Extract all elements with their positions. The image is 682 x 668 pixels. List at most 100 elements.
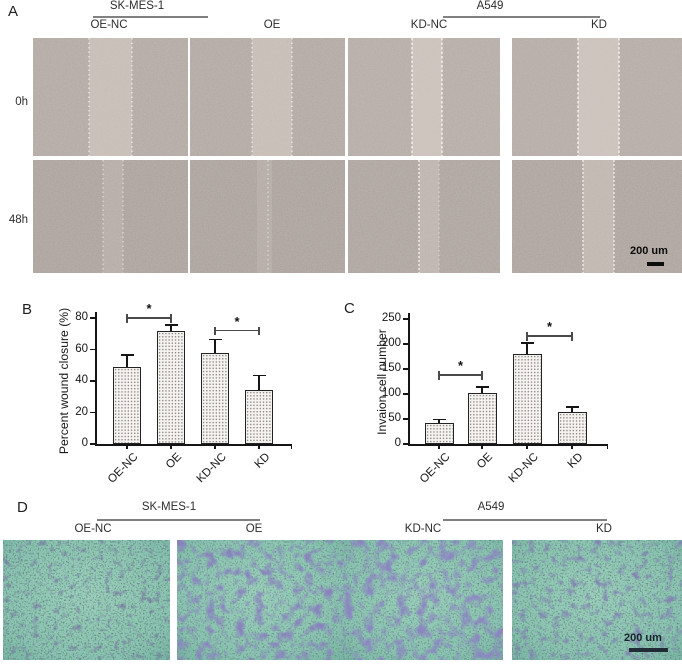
- panel-label-c: C: [344, 300, 355, 317]
- micrograph-a-0h-kd: [512, 38, 682, 156]
- header-underline-sk-a: [93, 16, 208, 18]
- error-bar-line: [571, 407, 573, 412]
- condition-label-d-kd: KD: [596, 523, 612, 535]
- significance-asterisk: *: [457, 358, 464, 373]
- error-bar-line: [258, 376, 260, 391]
- significance-bracket-end: [170, 314, 172, 323]
- x-axis: [95, 444, 292, 446]
- condition-label-a-kd-nc: KD-NC: [410, 19, 448, 31]
- significance-bracket-end: [126, 314, 128, 323]
- micrograph-d-oe: [177, 540, 343, 660]
- y-tick-label: 0: [394, 437, 401, 449]
- y-tick-label: 100: [381, 387, 401, 399]
- cell-line-label-a549-a: A549: [476, 0, 504, 12]
- micrograph-a-48h-oe: [190, 160, 345, 273]
- wound-closure-chart: 0 20 40 60 80 OE-NC OE KD-NC KD * * Percent wound c…: [0, 295, 330, 495]
- error-bar-line: [214, 340, 216, 353]
- micrograph-a-0h-oe: [190, 38, 345, 156]
- micrograph-a-48h-oe-nc: [33, 160, 188, 273]
- category-label: KD: [565, 451, 586, 471]
- error-bar-line: [438, 420, 440, 423]
- y-tick-label: 80: [75, 311, 88, 323]
- significance-bracket-end: [526, 332, 528, 341]
- y-tick: [403, 443, 409, 445]
- category-label: OE: [164, 451, 185, 472]
- error-bar-cap: [475, 386, 489, 388]
- header-underline-sk-d: [97, 519, 260, 521]
- x-tick: [126, 445, 128, 450]
- scale-bar-label-d: 200 um: [624, 632, 662, 644]
- y-axis-title: Percent wound closure (%): [57, 307, 71, 455]
- significance-asterisk: *: [546, 319, 553, 334]
- error-bar-cap: [432, 418, 446, 420]
- condition-label-a-oe: OE: [263, 19, 281, 31]
- cell-line-label-sk-mes-1-d: SK-MES-1: [141, 501, 197, 513]
- y-axis-title: Invaion cell number: [375, 328, 389, 435]
- y-tick-label: 0: [81, 437, 88, 449]
- y-tick: [90, 443, 96, 445]
- scale-bar-label-a: 200 um: [630, 245, 668, 257]
- micrograph-d-kd-nc: [343, 540, 503, 660]
- significance-bracket-end: [481, 371, 483, 380]
- y-tick-label: 50: [388, 412, 401, 424]
- y-tick: [403, 368, 409, 370]
- panel-label-d: D: [17, 499, 28, 516]
- x-axis-end-tick: [290, 445, 292, 450]
- x-tick: [438, 445, 440, 450]
- micrograph-d-oe-nc: [3, 540, 170, 660]
- y-tick-label: 150: [381, 362, 401, 374]
- scale-bar-a: [647, 262, 664, 266]
- bar-kd-nc: [512, 354, 542, 444]
- y-axis: [95, 312, 97, 446]
- x-tick: [214, 445, 216, 450]
- category-label: OE-NC: [417, 451, 453, 486]
- significance-bracket-end: [258, 326, 260, 336]
- header-underline-a549-a: [443, 16, 600, 18]
- x-axis-end-tick: [606, 445, 608, 450]
- y-tick-label: 60: [75, 342, 88, 355]
- micrograph-a-0h-kd-nc: [348, 38, 500, 156]
- significance-bracket-line: [127, 317, 171, 319]
- significance-asterisk: *: [146, 301, 152, 316]
- y-tick: [90, 411, 96, 414]
- invasion-chart: 0 50 100 150 200 250 OE-NC OE KD-NC KD * * Invaion c…: [330, 295, 682, 495]
- significance-bracket-end: [438, 371, 440, 380]
- significance-bracket-line: [215, 329, 259, 332]
- header-underline-a549-d: [443, 519, 607, 521]
- error-bar-line: [126, 355, 128, 367]
- bar-oe-nc: [424, 423, 454, 444]
- panel-label-b: B: [22, 301, 33, 318]
- category-label: KD-NC: [194, 451, 229, 486]
- x-tick: [571, 445, 573, 450]
- condition-label-d-oe: OE: [245, 523, 263, 535]
- significance-bracket-end: [214, 326, 216, 336]
- bar-kd: [245, 390, 273, 444]
- panel-label-a: A: [8, 3, 19, 20]
- scale-bar-d: [629, 648, 668, 652]
- row-label-0h: 0h: [15, 96, 28, 108]
- error-bar-cap: [252, 374, 266, 377]
- y-tick-label: 250: [381, 312, 401, 324]
- error-bar-cap: [164, 324, 178, 326]
- category-label: KD: [252, 451, 273, 471]
- significance-bracket-end: [571, 332, 573, 341]
- error-bar-cap: [208, 338, 222, 341]
- error-bar-line: [481, 387, 483, 393]
- condition-label-d-oe-nc: OE-NC: [74, 523, 112, 535]
- y-tick: [403, 418, 409, 420]
- y-tick: [403, 343, 409, 345]
- y-tick: [90, 317, 96, 319]
- x-tick: [170, 445, 172, 450]
- x-tick: [526, 445, 528, 450]
- y-tick-label: 200: [381, 337, 401, 349]
- significance-bracket-line: [527, 335, 572, 337]
- category-label: KD-NC: [506, 451, 541, 486]
- y-tick-label: 40: [75, 374, 88, 386]
- bar-oe-nc: [113, 366, 141, 444]
- micrograph-a-48h-kd-nc: [348, 160, 500, 273]
- x-axis: [408, 444, 608, 446]
- bar-oe: [467, 393, 497, 444]
- x-tick: [258, 445, 260, 450]
- error-bar-cap: [565, 406, 579, 408]
